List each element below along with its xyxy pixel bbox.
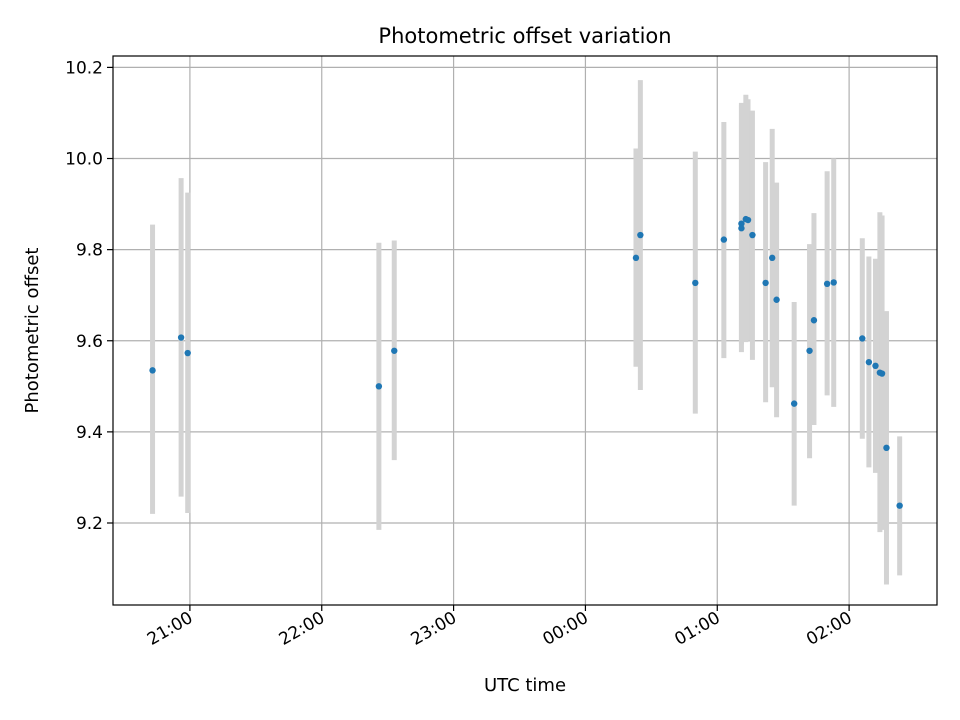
data-point [637, 231, 644, 239]
data-point [177, 334, 185, 341]
y-tick-label: 9.6 [76, 332, 103, 352]
data-point [738, 225, 745, 232]
data-point [720, 236, 728, 243]
data-point [762, 279, 769, 287]
data-points [149, 215, 903, 509]
data-point [749, 231, 756, 239]
grid-lines [113, 56, 937, 605]
data-point [773, 296, 780, 303]
data-point [896, 502, 903, 509]
data-point [692, 279, 699, 287]
data-point [883, 444, 890, 452]
y-tick-label: 9.4 [76, 423, 103, 443]
data-point [872, 362, 879, 370]
data-point [790, 400, 798, 407]
data-point [375, 383, 383, 390]
data-point [184, 349, 191, 357]
data-point [744, 216, 752, 224]
data-point [865, 358, 873, 366]
data-point [830, 279, 837, 286]
y-tick-label: 9.2 [76, 514, 103, 534]
data-point [391, 347, 398, 354]
data-point [632, 254, 640, 262]
data-point [769, 254, 776, 262]
x-axis-label: UTC time [484, 675, 566, 696]
chart-title: Photometric offset variation [378, 24, 671, 48]
data-point [859, 335, 866, 342]
y-tick-label: 10.2 [65, 58, 103, 78]
y-axis-label: Photometric offset [22, 248, 43, 414]
data-point [823, 280, 831, 288]
data-point [806, 347, 813, 354]
data-point [878, 370, 886, 377]
y-tick-label: 10.0 [65, 150, 103, 170]
y-tick-label: 9.8 [76, 241, 103, 261]
data-point [810, 317, 818, 324]
axes-frame [112, 55, 938, 606]
data-point [738, 220, 745, 227]
data-point [149, 367, 156, 374]
